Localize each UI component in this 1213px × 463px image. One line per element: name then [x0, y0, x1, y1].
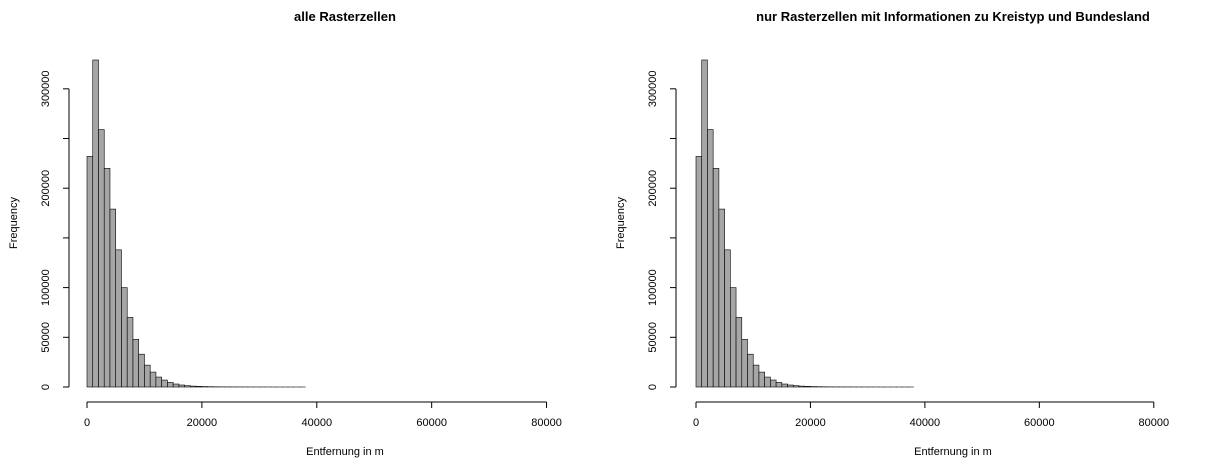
- histogram-bar: [787, 384, 794, 388]
- histogram-bar: [775, 382, 783, 388]
- histogram-bar: [724, 249, 731, 388]
- bars-group: [695, 59, 914, 388]
- histogram-bar: [752, 364, 760, 388]
- histogram-bar: [804, 386, 811, 388]
- histogram-bar: [92, 59, 99, 388]
- histogram-bar: [172, 383, 180, 388]
- y-tick-label: 50000: [647, 322, 659, 353]
- histogram-bar: [144, 364, 151, 388]
- y-axis: 0 50000 100000 200000 300000: [40, 70, 70, 390]
- histogram-bar: [758, 371, 765, 388]
- histogram-bar: [718, 208, 725, 388]
- x-axis-label: Entfernung in m: [914, 446, 992, 458]
- y-tick-label: 300000: [40, 70, 52, 107]
- histogram-bar: [149, 371, 157, 388]
- chart-title: alle Rasterzellen: [294, 9, 396, 24]
- x-axis: 0 20000 40000 60000 80000: [84, 401, 562, 429]
- y-tick-label: 100000: [40, 269, 52, 306]
- histogram-bar: [792, 385, 800, 388]
- histogram-bar: [741, 338, 748, 388]
- x-tick-label: 20000: [187, 417, 218, 429]
- histogram-bar: [86, 156, 94, 388]
- x-axis-label: Entfernung in m: [306, 446, 384, 458]
- histogram-bar: [712, 168, 720, 388]
- histogram-filtered-cells-svg: nur Rasterzellen mit Informationen zu Kr…: [615, 9, 1169, 458]
- histogram-bar: [701, 59, 708, 388]
- y-tick-label: 0: [647, 384, 659, 390]
- x-tick-label: 40000: [301, 417, 332, 429]
- histogram-bar: [195, 386, 203, 388]
- histogram-bar: [138, 353, 145, 388]
- histogram-bar: [735, 317, 743, 388]
- histogram-bar: [109, 208, 117, 388]
- histogram-bar: [190, 385, 197, 388]
- x-tick-label: 60000: [1024, 417, 1055, 429]
- histogram-bar: [770, 379, 777, 388]
- x-axis: 0 20000 40000 60000 80000: [693, 401, 1169, 429]
- y-tick-label: 200000: [647, 170, 659, 207]
- histogram-bar: [707, 129, 714, 388]
- chart-title: nur Rasterzellen mit Informationen zu Kr…: [756, 9, 1150, 24]
- y-tick-label: 200000: [40, 170, 52, 207]
- histogram-bar: [747, 353, 754, 388]
- x-tick-label: 0: [693, 417, 699, 429]
- histogram-panel-filtered-cells: nur Rasterzellen mit Informationen zu Kr…: [607, 0, 1213, 463]
- histogram-bar: [730, 287, 737, 388]
- x-tick-label: 80000: [531, 417, 562, 429]
- histogram-bar: [98, 129, 105, 388]
- histogram-bar: [132, 338, 140, 388]
- y-axis-label: Frequency: [8, 197, 20, 249]
- x-tick-label: 0: [84, 417, 90, 429]
- histogram-bar: [121, 287, 128, 388]
- y-tick-label: 0: [40, 384, 52, 390]
- histogram-bar: [178, 384, 185, 388]
- histogram-bar: [184, 385, 191, 388]
- histogram-bar: [115, 249, 122, 388]
- y-tick-label: 300000: [647, 70, 659, 107]
- y-axis-label: Frequency: [615, 197, 627, 249]
- histogram-bar: [764, 376, 771, 388]
- histogram-bar: [167, 382, 174, 388]
- histogram-bar: [781, 383, 788, 388]
- histogram-bar: [161, 379, 168, 388]
- x-tick-label: 60000: [416, 417, 447, 429]
- y-tick-label: 50000: [40, 322, 52, 353]
- histogram-bar: [155, 376, 162, 388]
- y-axis: 0 50000 100000 200000 300000: [647, 70, 677, 390]
- x-tick-label: 40000: [910, 417, 941, 429]
- histogram-all-cells-svg: alle Rasterzellen 0 20000 40000 60000 80000 …: [8, 9, 562, 458]
- histogram-bar: [103, 168, 111, 388]
- x-tick-label: 80000: [1138, 417, 1169, 429]
- x-tick-label: 20000: [795, 417, 826, 429]
- histogram-bar: [798, 385, 806, 388]
- y-tick-label: 100000: [647, 269, 659, 306]
- histogram-bar: [695, 156, 703, 388]
- histogram-bar: [126, 317, 134, 388]
- histogram-panel-all-cells: alle Rasterzellen 0 20000 40000 60000 80000 …: [0, 0, 606, 463]
- bars-group: [86, 59, 306, 388]
